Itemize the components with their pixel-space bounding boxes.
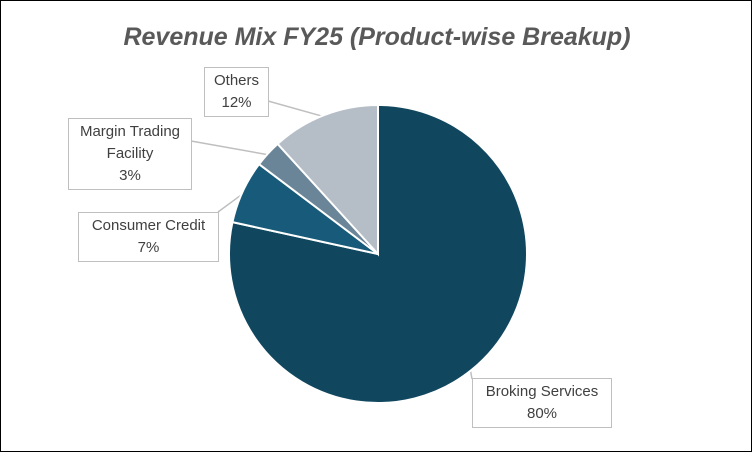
- chart-title: Revenue Mix FY25 (Product-wise Breakup): [123, 23, 630, 51]
- pie-slice: [228, 103, 528, 404]
- data-label: Margin Trading Facility 3%: [68, 118, 192, 190]
- label-value: 3%: [119, 167, 141, 184]
- data-label: Others 12%: [204, 67, 269, 117]
- data-label: Broking Services 80%: [472, 378, 612, 428]
- label-category: Broking Services: [485, 383, 599, 400]
- leader-line: [267, 100, 326, 118]
- label-category: Consumer Credit: [91, 217, 206, 234]
- label-value: 7%: [137, 239, 160, 256]
- label-value: 80%: [526, 405, 558, 422]
- data-label: Consumer Credit 7%: [78, 212, 219, 262]
- label-category: Others: [213, 72, 259, 89]
- label-category: Margin Trading Facility: [79, 123, 181, 162]
- label-value: 12%: [221, 94, 252, 111]
- pie-slice: [276, 103, 379, 257]
- leader-line: [190, 140, 270, 156]
